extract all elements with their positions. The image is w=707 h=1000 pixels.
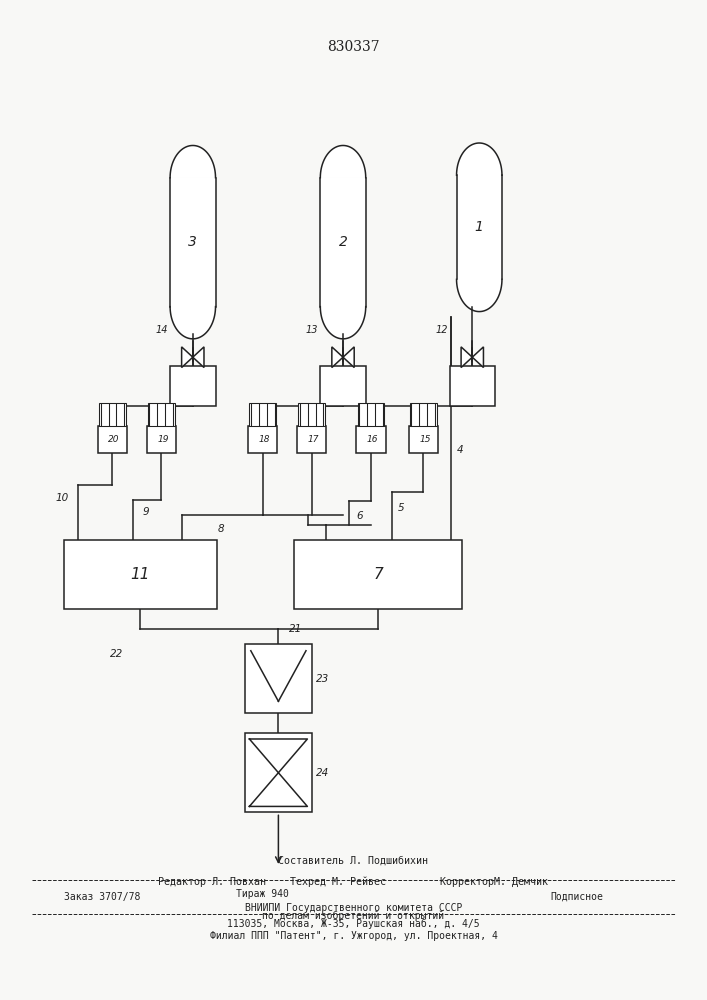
Text: 23: 23 xyxy=(316,674,329,684)
Polygon shape xyxy=(170,307,216,339)
Bar xyxy=(410,403,437,426)
Text: Редактор Л. Повхан    Техред М. Рейвес         КорректорМ. Демчик: Редактор Л. Повхан Техред М. Рейвес Корр… xyxy=(158,877,549,887)
Text: 2: 2 xyxy=(339,235,347,249)
Polygon shape xyxy=(461,347,472,368)
Text: по делам изобретений и открытий: по делам изобретений и открытий xyxy=(262,911,445,921)
Polygon shape xyxy=(320,178,366,307)
Text: 9: 9 xyxy=(143,507,149,517)
Bar xyxy=(98,426,127,453)
Text: 6: 6 xyxy=(356,511,363,521)
Text: Тираж 940: Тираж 940 xyxy=(236,889,289,899)
Text: 16: 16 xyxy=(367,435,378,444)
Polygon shape xyxy=(332,347,343,368)
Bar xyxy=(148,403,175,426)
Text: 4: 4 xyxy=(457,445,464,455)
Polygon shape xyxy=(457,279,502,312)
Text: 20: 20 xyxy=(108,435,119,444)
Text: 24: 24 xyxy=(316,768,329,778)
Text: 3: 3 xyxy=(188,235,197,249)
Text: 15: 15 xyxy=(419,435,431,444)
Text: 12: 12 xyxy=(436,325,448,335)
Polygon shape xyxy=(320,145,366,178)
Bar xyxy=(99,403,126,426)
Text: 19: 19 xyxy=(157,435,168,444)
Bar xyxy=(248,426,277,453)
Polygon shape xyxy=(170,178,216,307)
Bar xyxy=(358,403,384,426)
Text: 1: 1 xyxy=(475,220,484,234)
Polygon shape xyxy=(472,347,484,368)
Text: 22: 22 xyxy=(110,649,123,659)
Text: 14: 14 xyxy=(156,325,168,335)
Text: Составитель Л. Подшибихин: Составитель Л. Подшибихин xyxy=(279,856,428,866)
Text: Филиал ППП "Патент", г. Ужгород, ул. Проектная, 4: Филиал ППП "Патент", г. Ужгород, ул. Про… xyxy=(209,931,498,941)
Polygon shape xyxy=(170,145,216,178)
Bar xyxy=(320,366,366,406)
Polygon shape xyxy=(320,307,366,339)
Bar xyxy=(294,540,462,609)
Bar xyxy=(245,733,312,812)
Bar xyxy=(297,426,326,453)
Text: 113035, Москва, Ж-35, Раушская наб., д. 4/5: 113035, Москва, Ж-35, Раушская наб., д. … xyxy=(227,918,480,929)
Polygon shape xyxy=(193,347,204,368)
Bar xyxy=(450,366,495,406)
Text: 11: 11 xyxy=(131,567,150,582)
Text: Подписное: Подписное xyxy=(551,892,604,902)
Text: 830337: 830337 xyxy=(327,40,380,54)
Bar xyxy=(356,426,385,453)
Text: 18: 18 xyxy=(258,435,270,444)
Bar xyxy=(245,644,312,713)
Text: 17: 17 xyxy=(308,435,319,444)
Polygon shape xyxy=(457,175,502,279)
Text: 5: 5 xyxy=(397,503,404,513)
Polygon shape xyxy=(343,347,354,368)
Bar xyxy=(170,366,216,406)
Bar xyxy=(146,426,176,453)
Text: 13: 13 xyxy=(306,325,318,335)
Text: Заказ 3707/78: Заказ 3707/78 xyxy=(64,892,140,902)
Bar xyxy=(64,540,217,609)
Text: 21: 21 xyxy=(289,624,302,634)
Polygon shape xyxy=(457,143,502,175)
Text: 7: 7 xyxy=(373,567,382,582)
Bar xyxy=(250,403,276,426)
Polygon shape xyxy=(182,347,193,368)
Text: ВНИИПИ Государственного комитета СССР: ВНИИПИ Государственного комитета СССР xyxy=(245,903,462,913)
Bar xyxy=(298,403,325,426)
Bar xyxy=(409,426,438,453)
Text: 8: 8 xyxy=(218,524,224,534)
Text: 10: 10 xyxy=(55,493,69,503)
